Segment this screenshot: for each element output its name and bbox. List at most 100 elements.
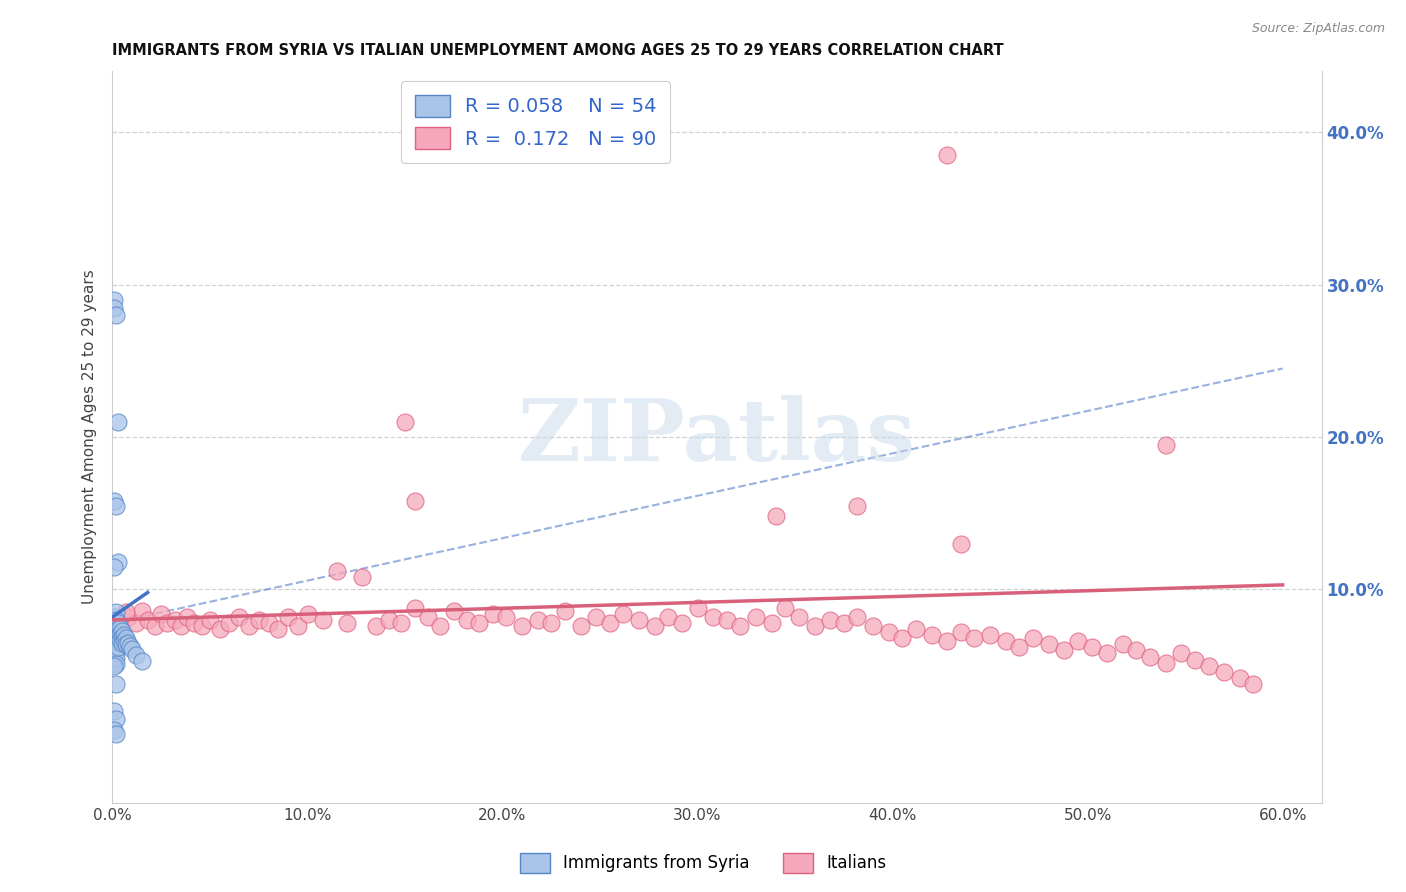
Point	[1139, 649, 1161, 664]
Point	[163, 613, 186, 627]
Point	[105, 639, 128, 653]
Point	[103, 615, 125, 630]
Point	[107, 622, 129, 636]
Point	[1229, 671, 1251, 685]
Point	[1213, 665, 1236, 679]
Point	[115, 632, 138, 646]
Point	[105, 619, 128, 633]
Point	[599, 615, 621, 630]
Point	[125, 648, 148, 662]
Point	[150, 607, 173, 621]
Point	[107, 628, 129, 642]
Point	[131, 604, 153, 618]
Point	[103, 621, 125, 635]
Point	[297, 607, 319, 621]
Text: Source: ZipAtlas.com: Source: ZipAtlas.com	[1251, 22, 1385, 36]
Point	[277, 610, 299, 624]
Point	[103, 723, 125, 737]
Point	[131, 654, 153, 668]
Point	[846, 499, 869, 513]
Point	[418, 610, 440, 624]
Point	[105, 613, 128, 627]
Point	[495, 610, 517, 624]
Point	[730, 619, 752, 633]
Point	[115, 637, 138, 651]
Point	[103, 494, 125, 508]
Point	[979, 628, 1001, 642]
Point	[1022, 632, 1045, 646]
Point	[105, 657, 128, 672]
Point	[228, 610, 250, 624]
Point	[267, 622, 290, 636]
Point	[554, 604, 576, 618]
Point	[145, 619, 167, 633]
Point	[671, 615, 693, 630]
Point	[456, 613, 478, 627]
Point	[105, 632, 128, 647]
Point	[103, 610, 125, 624]
Point	[716, 613, 738, 627]
Point	[468, 615, 491, 630]
Point	[787, 610, 810, 624]
Point	[891, 632, 914, 646]
Point	[115, 605, 138, 619]
Text: ZIPatlas: ZIPatlas	[517, 395, 917, 479]
Point	[257, 615, 280, 630]
Point	[103, 647, 125, 661]
Point	[1080, 640, 1102, 655]
Point	[110, 626, 132, 640]
Point	[443, 604, 465, 618]
Point	[312, 613, 335, 627]
Point	[429, 619, 451, 633]
Point	[904, 622, 927, 636]
Point	[404, 494, 426, 508]
Point	[117, 610, 139, 624]
Point	[110, 621, 132, 635]
Point	[105, 308, 128, 322]
Point	[105, 645, 128, 659]
Point	[765, 509, 787, 524]
Point	[569, 619, 592, 633]
Point	[394, 415, 416, 429]
Point	[176, 610, 198, 624]
Point	[936, 634, 959, 648]
Point	[818, 613, 841, 627]
Point	[247, 613, 270, 627]
Point	[103, 658, 125, 673]
Point	[352, 570, 374, 584]
Point	[481, 607, 503, 621]
Point	[112, 634, 135, 648]
Point	[1184, 652, 1206, 666]
Point	[107, 634, 129, 648]
Point	[936, 148, 959, 162]
Point	[921, 628, 943, 642]
Point	[1198, 658, 1220, 673]
Point	[103, 301, 125, 315]
Point	[103, 293, 125, 307]
Point	[832, 615, 855, 630]
Point	[107, 640, 129, 655]
Point	[198, 613, 221, 627]
Point	[803, 619, 825, 633]
Point	[156, 615, 179, 630]
Point	[105, 499, 128, 513]
Point	[112, 628, 135, 642]
Point	[775, 600, 797, 615]
Point	[103, 559, 125, 574]
Text: IMMIGRANTS FROM SYRIA VS ITALIAN UNEMPLOYMENT AMONG AGES 25 TO 29 YEARS CORRELAT: IMMIGRANTS FROM SYRIA VS ITALIAN UNEMPLO…	[112, 43, 1004, 58]
Point	[963, 632, 986, 646]
Point	[404, 600, 426, 615]
Point	[1154, 438, 1177, 452]
Point	[1170, 647, 1192, 661]
Point	[117, 636, 139, 650]
Point	[526, 613, 548, 627]
Point	[107, 555, 129, 569]
Point	[540, 615, 562, 630]
Point	[103, 632, 125, 646]
Point	[105, 727, 128, 741]
Point	[238, 619, 260, 633]
Y-axis label: Unemployment Among Ages 25 to 29 years: Unemployment Among Ages 25 to 29 years	[82, 269, 97, 605]
Point	[1112, 637, 1135, 651]
Point	[994, 634, 1017, 648]
Point	[103, 651, 125, 665]
